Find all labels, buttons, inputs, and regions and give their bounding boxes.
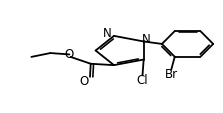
Text: O: O: [65, 48, 74, 60]
Text: N: N: [142, 33, 151, 46]
Text: O: O: [79, 75, 89, 88]
Text: Cl: Cl: [137, 73, 148, 86]
Text: Br: Br: [165, 68, 178, 81]
Text: N: N: [103, 27, 112, 40]
